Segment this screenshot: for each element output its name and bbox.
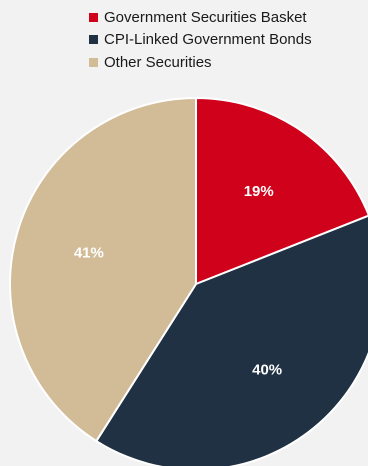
- legend-item: Other Securities: [89, 51, 312, 74]
- legend-item: Government Securities Basket: [89, 6, 312, 29]
- legend-swatch: [89, 57, 98, 67]
- legend-swatch: [89, 12, 98, 22]
- legend-label: CPI-Linked Government Bonds: [104, 31, 312, 49]
- pie-data-labels: 19% 40% 41%: [74, 183, 282, 378]
- legend-label: Government Securities Basket: [104, 8, 307, 26]
- data-label-3: 41%: [74, 244, 104, 261]
- pie-slices: [9, 97, 368, 466]
- data-label-2: 40%: [252, 361, 282, 378]
- legend-label: Other Securities: [104, 53, 212, 71]
- legend-item: CPI-Linked Government Bonds: [89, 29, 312, 52]
- pie-slice-1: [195, 97, 368, 285]
- pie-slice-3: [9, 97, 197, 443]
- legend: Government Securities Basket CPI-Linked …: [89, 6, 312, 74]
- legend-swatch: [89, 35, 98, 45]
- data-label-1: 19%: [244, 183, 274, 200]
- pie-slice-2: [95, 214, 368, 466]
